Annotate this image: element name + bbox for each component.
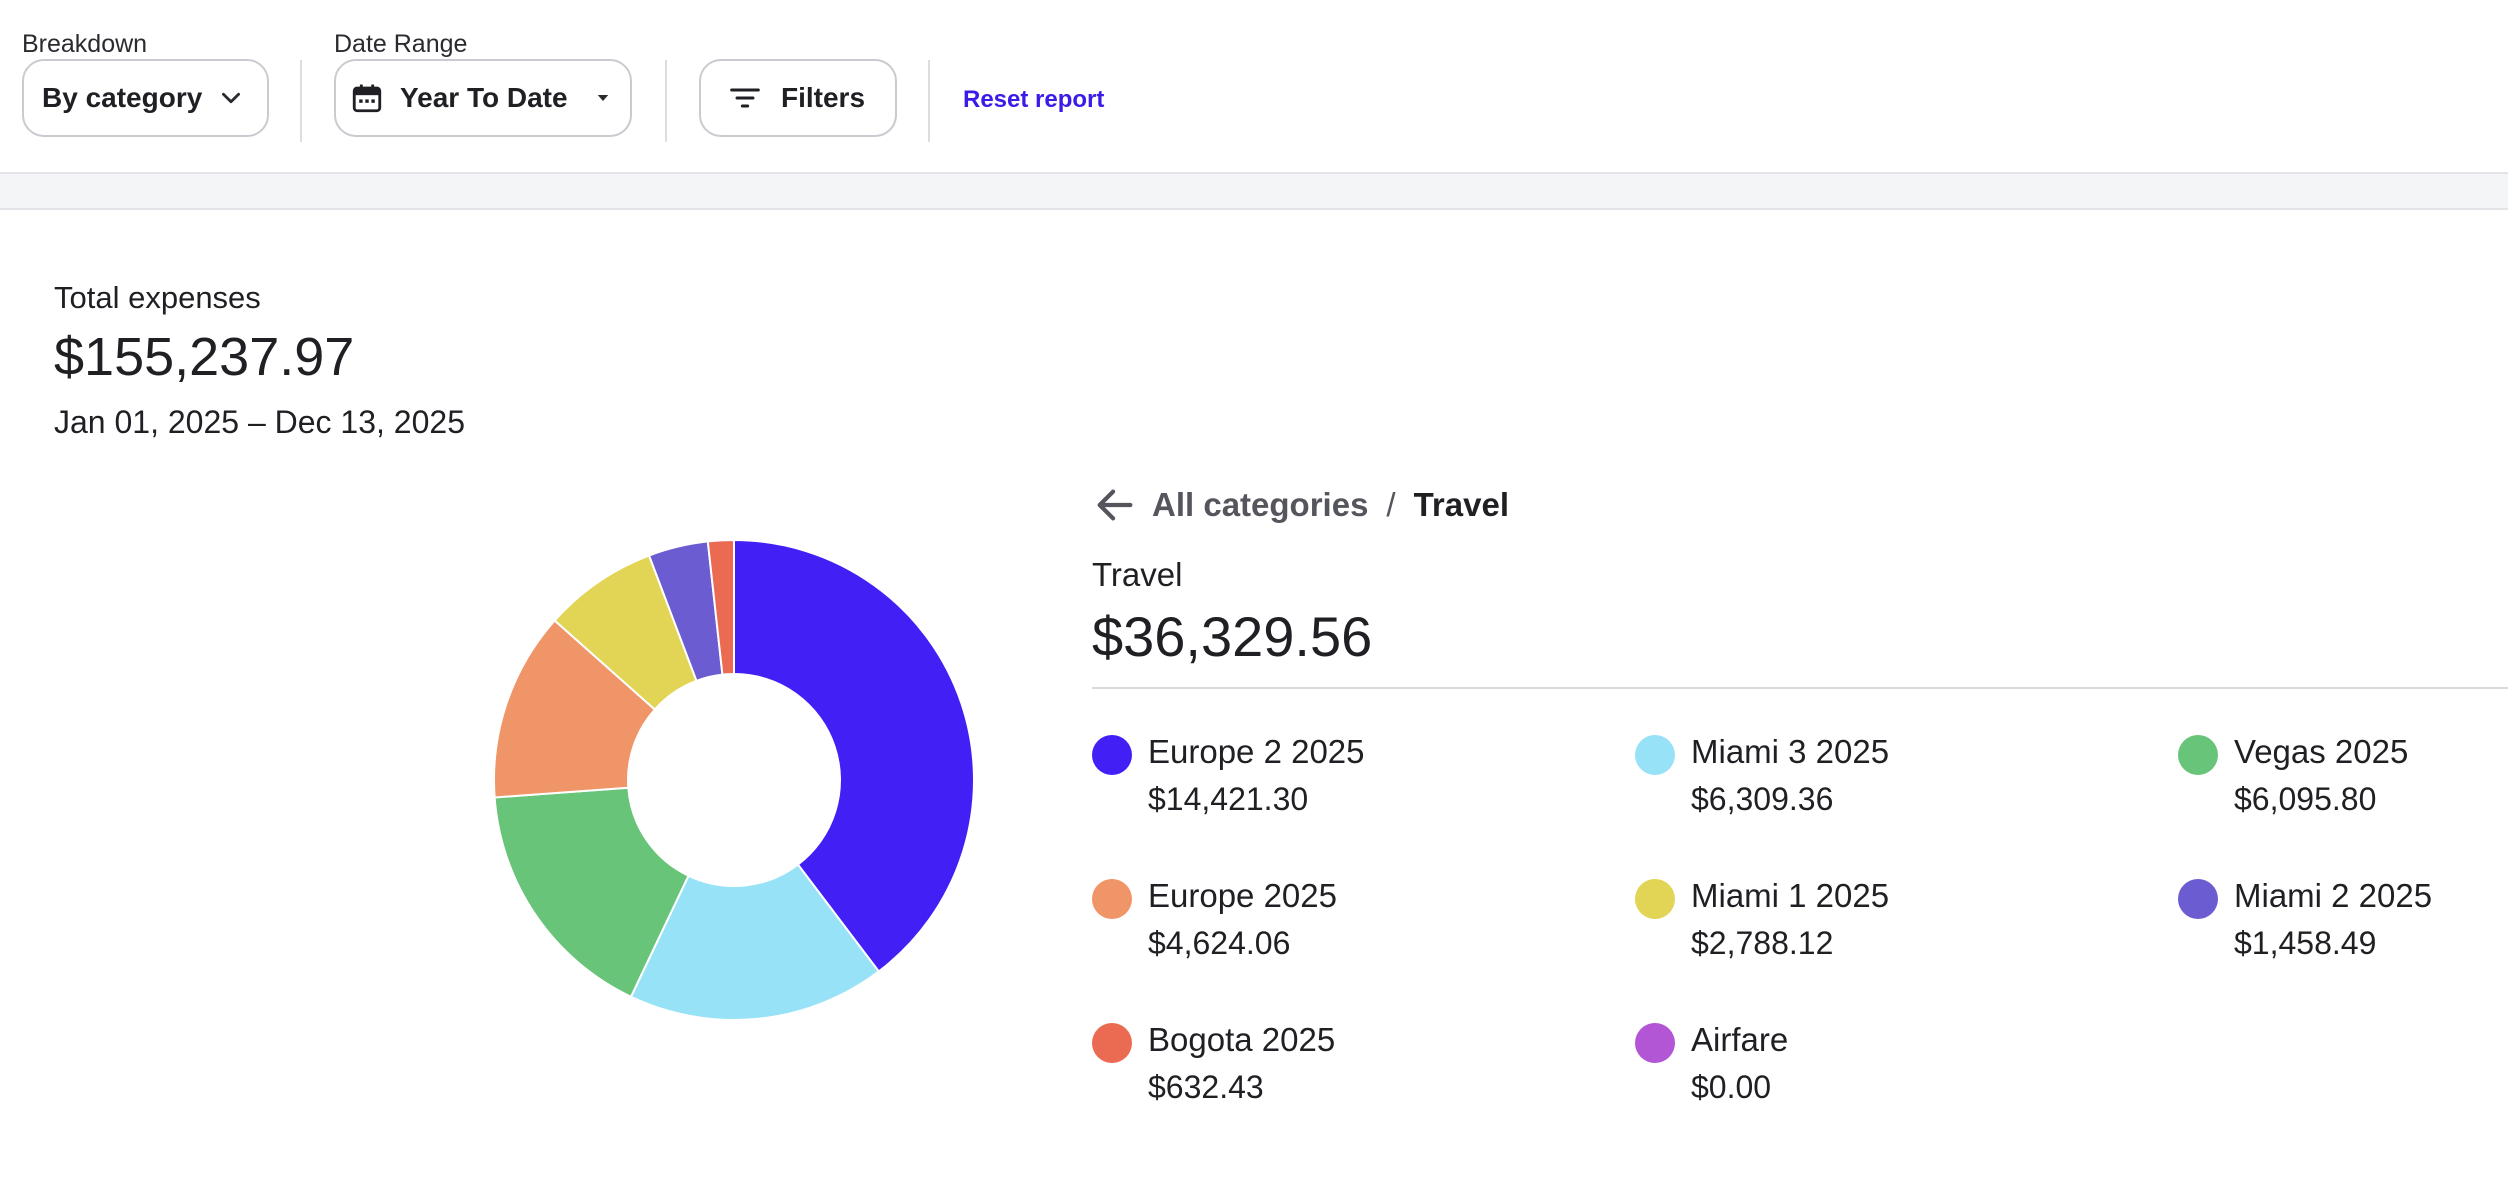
breakdown-value: By category bbox=[42, 82, 203, 113]
donut-slice[interactable] bbox=[493, 786, 690, 999]
legend-item-name: Airfare bbox=[1691, 1021, 1789, 1058]
category-name: Travel bbox=[1092, 556, 1183, 593]
legend-item-name: Europe 2025 bbox=[1148, 877, 1337, 914]
breadcrumb-current: Travel bbox=[1413, 486, 1510, 523]
legend-item[interactable]: Miami 2 2025 $1,458.49 bbox=[2178, 877, 2508, 977]
caret-down-icon bbox=[597, 95, 608, 101]
legend-swatch bbox=[1635, 1023, 1675, 1063]
toolbar-divider bbox=[300, 60, 302, 142]
legend-item-amount: $632.43 bbox=[1148, 1069, 1264, 1105]
legend-item[interactable]: Airfare $0.00 bbox=[1635, 1021, 2155, 1121]
legend-item-amount: $2,788.12 bbox=[1691, 925, 1834, 961]
legend-swatch bbox=[1092, 879, 1132, 919]
divider bbox=[1092, 687, 2508, 689]
breadcrumb: All categories / Travel bbox=[1092, 480, 1509, 530]
date-range-text: Jan 01, 2025 – Dec 13, 2025 bbox=[54, 404, 465, 440]
legend-item-amount: $0.00 bbox=[1691, 1069, 1772, 1105]
donut-chart bbox=[493, 538, 975, 1021]
legend-item-amount: $6,095.80 bbox=[2234, 781, 2377, 817]
filters-label: Filters bbox=[781, 82, 866, 113]
breadcrumb-all-categories[interactable]: All categories bbox=[1152, 486, 1369, 523]
date-range-value: Year To Date bbox=[400, 82, 568, 113]
legend-item[interactable]: Bogota 2025 $632.43 bbox=[1092, 1021, 1612, 1121]
donut-slice[interactable] bbox=[733, 538, 975, 973]
legend-swatch bbox=[2178, 735, 2218, 775]
reset-report-link[interactable]: Reset report bbox=[963, 86, 1105, 113]
legend-item[interactable]: Miami 3 2025 $6,309.36 bbox=[1635, 733, 2155, 833]
report-toolbar: Breakdown By category Date Range Year To… bbox=[0, 0, 2508, 174]
legend-swatch bbox=[1635, 735, 1675, 775]
breakdown-label: Breakdown bbox=[22, 30, 148, 58]
legend-swatch bbox=[1635, 879, 1675, 919]
donut-slice[interactable] bbox=[629, 863, 881, 1021]
legend-swatch bbox=[2178, 879, 2218, 919]
calendar-icon bbox=[352, 84, 382, 113]
breakdown-dropdown[interactable]: By category bbox=[22, 59, 269, 137]
toolbar-divider bbox=[928, 60, 930, 142]
date-range-dropdown[interactable]: Year To Date bbox=[334, 59, 632, 137]
legend-item-name: Miami 3 2025 bbox=[1691, 733, 1890, 770]
total-expenses-value: $155,237.97 bbox=[54, 327, 355, 387]
legend-swatch bbox=[1092, 1023, 1132, 1063]
filter-icon bbox=[730, 88, 760, 108]
total-expenses-label: Total expenses bbox=[54, 280, 261, 315]
legend-item-amount: $1,458.49 bbox=[2234, 925, 2377, 961]
donut-slice[interactable] bbox=[706, 538, 735, 676]
breadcrumb-separator: / bbox=[1386, 486, 1396, 523]
arrow-left-icon[interactable] bbox=[1092, 482, 1138, 528]
filters-button[interactable]: Filters bbox=[699, 59, 897, 137]
legend-item[interactable]: Miami 1 2025 $2,788.12 bbox=[1635, 877, 2155, 977]
toolbar-divider bbox=[665, 60, 667, 142]
donut-slice[interactable] bbox=[493, 619, 657, 799]
legend-item-name: Miami 1 2025 bbox=[1691, 877, 1890, 914]
date-range-label: Date Range bbox=[334, 30, 468, 58]
chevron-down-icon bbox=[222, 92, 241, 104]
legend-item[interactable]: Europe 2 2025 $14,421.30 bbox=[1092, 733, 1612, 833]
category-total: $36,329.56 bbox=[1092, 605, 1373, 668]
legend-item-name: Europe 2 2025 bbox=[1148, 733, 1365, 770]
legend-item[interactable]: Vegas 2025 $6,095.80 bbox=[2178, 733, 2508, 833]
section-gap bbox=[0, 174, 2508, 210]
legend-item-name: Vegas 2025 bbox=[2234, 733, 2409, 770]
legend-item-name: Miami 2 2025 bbox=[2234, 877, 2433, 914]
legend-item[interactable]: Europe 2025 $4,624.06 bbox=[1092, 877, 1612, 977]
legend-item-amount: $14,421.30 bbox=[1148, 781, 1309, 817]
legend-item-amount: $4,624.06 bbox=[1148, 925, 1291, 961]
legend-swatch bbox=[1092, 735, 1132, 775]
legend-item-amount: $6,309.36 bbox=[1691, 781, 1834, 817]
legend-item-name: Bogota 2025 bbox=[1148, 1021, 1336, 1058]
report-panel bbox=[0, 208, 2508, 1200]
